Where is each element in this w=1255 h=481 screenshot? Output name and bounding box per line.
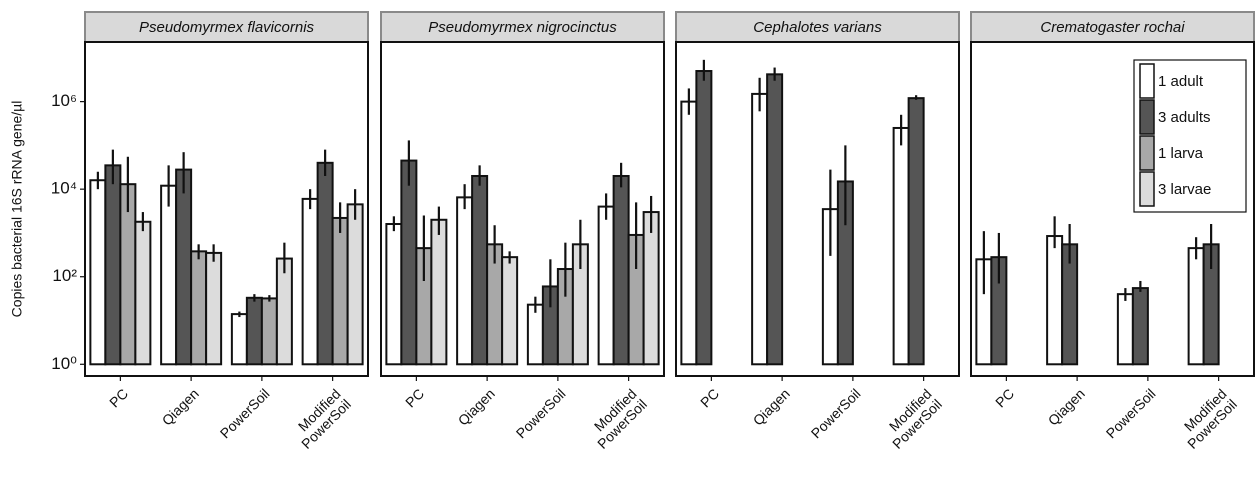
- bar: [1116, 293, 1134, 366]
- bar: [680, 100, 698, 366]
- bar: [1131, 287, 1149, 366]
- legend-label: 3 larvae: [1158, 181, 1211, 198]
- bar: [190, 250, 208, 366]
- bar: [385, 223, 403, 366]
- panel-title: Pseudomyrmex flavicornis: [139, 19, 315, 36]
- bar: [430, 218, 448, 366]
- x-tick-label: PC: [992, 385, 1017, 410]
- bar: [892, 126, 910, 366]
- x-tick-label: PC: [106, 385, 131, 410]
- bar: [471, 174, 489, 366]
- y-tick-label: 10⁶: [51, 91, 77, 110]
- legend-label: 1 adult: [1158, 73, 1204, 90]
- bar: [1046, 235, 1064, 366]
- legend-swatch: [1139, 99, 1155, 135]
- bar: [751, 92, 769, 366]
- bar: [597, 205, 615, 366]
- bar: [695, 70, 713, 366]
- bar: [316, 161, 334, 366]
- panel-title: Crematogaster rochai: [1040, 19, 1185, 36]
- bar: [275, 257, 293, 366]
- y-tick-label: 10⁴: [51, 179, 77, 198]
- bar: [89, 179, 107, 366]
- x-tick-label: PowerSoil: [1103, 385, 1159, 441]
- x-tick-label: Qiagen: [455, 385, 498, 428]
- bar: [766, 73, 784, 366]
- bar: [456, 196, 474, 366]
- strip: [675, 11, 960, 43]
- bar: [301, 197, 319, 366]
- bar: [612, 174, 630, 366]
- y-axis-label: Copies bacterial 16S rRNA gene/µl: [9, 101, 25, 318]
- bar: [175, 168, 193, 366]
- x-tick-label: Qiagen: [750, 385, 793, 428]
- x-tick-label: PowerSoil: [808, 385, 864, 441]
- bar: [160, 184, 178, 366]
- bar: [331, 216, 349, 366]
- strip: [970, 11, 1255, 43]
- bar: [642, 211, 660, 366]
- legend: 1 adult 3 adults 1 larva 3 larvae: [1133, 59, 1247, 213]
- strip: [84, 11, 369, 43]
- panel-title: Cephalotes varians: [753, 19, 882, 36]
- x-tick-label: ModifiedPowerSoil: [878, 385, 944, 451]
- bar: [907, 97, 925, 366]
- x-tick-label: ModifiedPowerSoil: [287, 385, 353, 451]
- bar: [400, 159, 418, 366]
- x-tick-label: PowerSoil: [217, 385, 273, 441]
- panel-title: Pseudomyrmex nigrocinctus: [428, 19, 617, 36]
- bar: [230, 313, 248, 366]
- x-tick-label: PC: [697, 385, 722, 410]
- legend-label: 1 larva: [1158, 145, 1204, 162]
- x-tick-label: Qiagen: [1045, 385, 1088, 428]
- bar: [1187, 247, 1205, 366]
- x-tick-label: PC: [402, 385, 427, 410]
- bar: [526, 303, 544, 366]
- x-tick-label: ModifiedPowerSoil: [583, 385, 649, 451]
- bar: [245, 296, 263, 366]
- bar: [205, 251, 223, 366]
- y-tick-label: 10⁰: [51, 354, 77, 373]
- bar: [104, 164, 122, 366]
- bar: [260, 297, 278, 366]
- legend-swatch: [1139, 63, 1155, 99]
- x-tick-label: Qiagen: [159, 385, 202, 428]
- bar: [501, 256, 519, 366]
- legend-swatch: [1139, 171, 1155, 207]
- bar: [134, 220, 152, 366]
- bar: [346, 203, 364, 366]
- x-tick-label: ModifiedPowerSoil: [1173, 385, 1239, 451]
- y-tick-label: 10²: [52, 266, 77, 285]
- strip: [380, 11, 665, 43]
- legend-label: 3 adults: [1158, 109, 1211, 126]
- x-tick-label: PowerSoil: [513, 385, 569, 441]
- legend-swatch: [1139, 135, 1155, 171]
